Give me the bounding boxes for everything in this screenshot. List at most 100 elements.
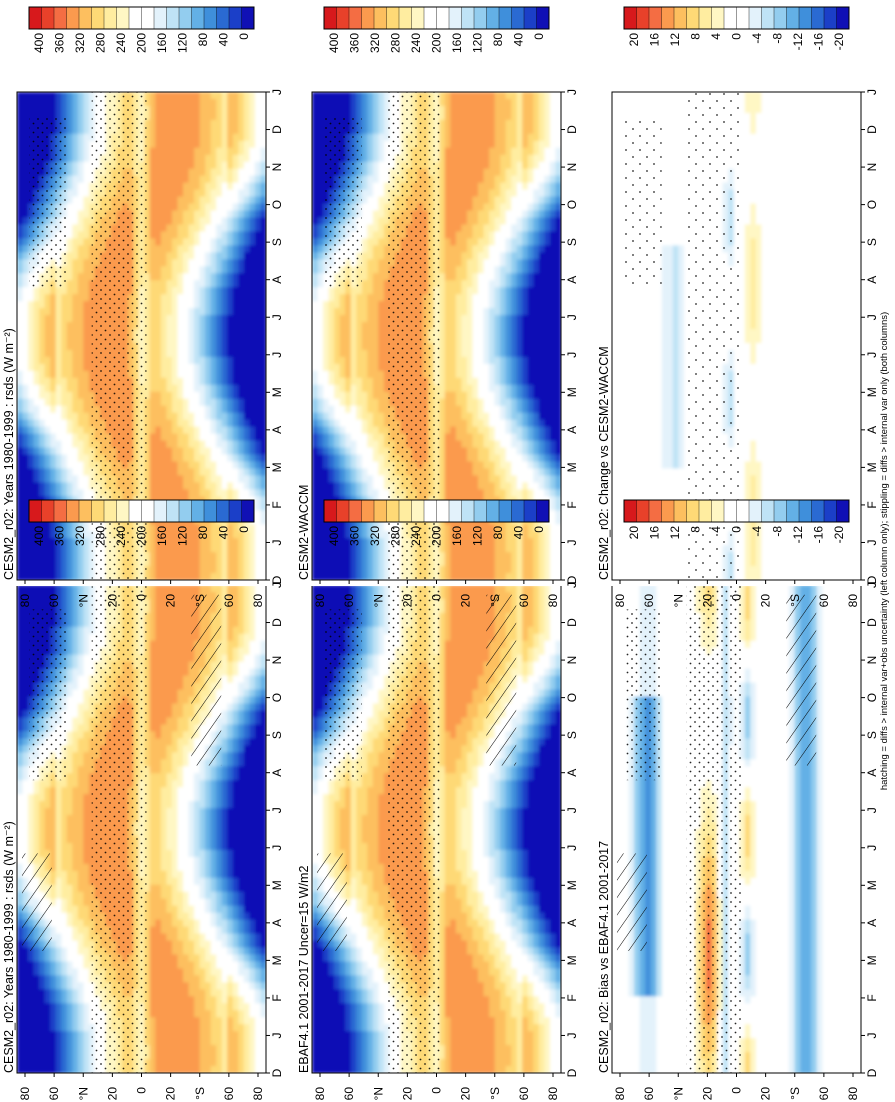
field-cell — [183, 940, 190, 949]
field-cell — [254, 696, 262, 705]
field-cell — [83, 919, 90, 928]
field-cell — [260, 591, 267, 600]
field-cell — [83, 822, 90, 830]
field-cell — [439, 654, 446, 663]
field-cell — [199, 863, 206, 872]
field-cell — [149, 1059, 156, 1067]
lat-label: 80 — [251, 1087, 265, 1101]
field-cell — [171, 919, 179, 928]
field-cell — [334, 842, 341, 851]
field-cell — [323, 961, 330, 970]
field-cell — [450, 689, 457, 698]
field-cell — [17, 1010, 24, 1018]
field-cell — [312, 926, 319, 935]
field-cell — [356, 863, 363, 872]
field-cell — [238, 605, 245, 614]
field-cell — [194, 1031, 201, 1039]
field-cell — [66, 661, 73, 670]
field-cell — [444, 815, 451, 823]
field-cell — [210, 766, 217, 774]
field-cell — [171, 801, 179, 809]
field-cell — [17, 766, 24, 774]
field-cell — [361, 947, 368, 956]
field-cell — [238, 815, 245, 823]
field-cell — [221, 856, 228, 865]
field-cell — [144, 996, 151, 1004]
field-cell — [254, 842, 262, 851]
field-cell — [444, 856, 451, 865]
field-cell — [361, 877, 368, 886]
field-cell — [188, 1045, 195, 1053]
field-cell — [155, 1024, 162, 1032]
field-cell — [439, 898, 446, 907]
field-cell — [232, 1059, 239, 1067]
field-cell — [171, 1017, 179, 1025]
field-cell — [44, 1059, 51, 1067]
field-cell — [249, 822, 256, 830]
field-cell — [238, 724, 245, 732]
field-cell — [83, 968, 90, 976]
field-cell — [183, 822, 190, 830]
field-cell — [72, 822, 79, 830]
field-cell — [312, 668, 319, 677]
field-cell — [450, 822, 457, 830]
field-cell — [83, 1066, 90, 1074]
field-cell — [350, 940, 357, 949]
field-cell — [243, 598, 250, 607]
field-cell — [249, 724, 256, 732]
field-cell — [55, 822, 62, 830]
field-cell — [361, 598, 368, 607]
field-cell — [55, 808, 62, 816]
field-cell — [254, 1052, 262, 1060]
field-cell — [312, 1010, 319, 1018]
field-cell — [345, 780, 352, 788]
field-cell — [171, 933, 179, 942]
field-cell — [232, 877, 239, 886]
field-cell — [249, 815, 256, 823]
field-cell — [238, 1010, 245, 1018]
field-cell — [372, 780, 379, 788]
field-cell — [249, 717, 256, 726]
field-cell — [149, 877, 156, 886]
field-cell — [210, 877, 217, 886]
field-cell — [361, 661, 368, 670]
field-cell — [444, 724, 451, 732]
field-cell — [232, 668, 239, 677]
field-cell — [17, 1024, 24, 1032]
field-cell — [39, 1066, 46, 1074]
field-cell — [194, 815, 201, 823]
field-cell — [361, 891, 368, 900]
field-cell — [361, 842, 368, 851]
field-cell — [367, 856, 374, 865]
field-cell — [339, 996, 346, 1004]
field-cell — [221, 1003, 228, 1011]
field-cell — [171, 856, 179, 865]
field-cell — [221, 696, 228, 705]
field-cell — [328, 591, 335, 600]
field-cell — [66, 808, 73, 816]
field-cell — [83, 842, 90, 851]
field-cell — [177, 745, 184, 753]
field-cell — [205, 787, 212, 795]
field-cell — [144, 605, 151, 614]
field-cell — [17, 968, 24, 976]
field-cell — [183, 710, 190, 719]
field-cell — [372, 884, 379, 893]
field-cell — [55, 968, 62, 976]
field-cell — [160, 619, 167, 628]
field-cell — [55, 884, 62, 893]
field-cell — [372, 738, 379, 746]
field-cell — [199, 947, 206, 956]
field-cell — [199, 849, 206, 858]
field-cell — [254, 731, 262, 739]
field-cell — [188, 794, 195, 802]
field-cell — [439, 1052, 446, 1060]
field-cell — [149, 1066, 156, 1074]
field-cell — [345, 877, 352, 886]
field-cell — [188, 940, 195, 949]
field-cell — [66, 640, 73, 649]
field-cell — [378, 835, 385, 844]
field-cell — [155, 898, 162, 907]
field-cell — [66, 745, 73, 753]
